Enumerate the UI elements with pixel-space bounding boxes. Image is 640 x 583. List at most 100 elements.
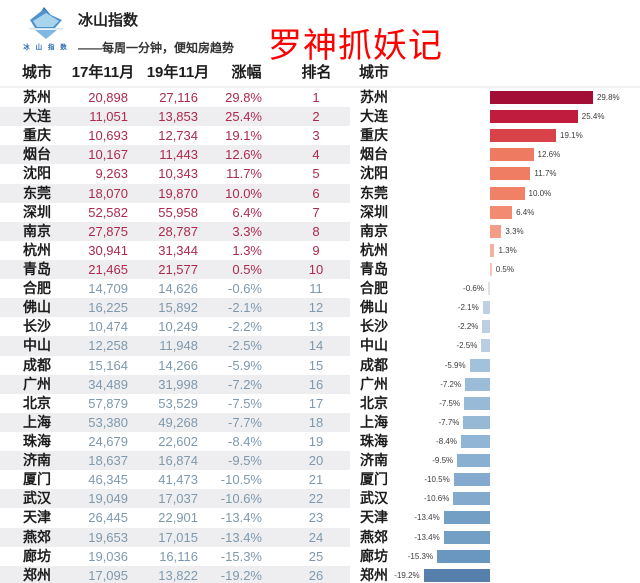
- change-bar-label: -8.4%: [436, 436, 457, 446]
- cell-rank: 24: [308, 529, 324, 545]
- change-bar: [453, 492, 490, 506]
- cell-rank: 10: [308, 261, 324, 277]
- page-header: 冰 山 指 数 冰山指数 ——每周一分钟，便知房趋势 罗神抓妖记: [0, 0, 640, 65]
- cell-value-2019: 13,822: [158, 567, 198, 583]
- cell-city: 天津: [23, 509, 51, 526]
- cell-city: 长沙: [23, 318, 51, 335]
- cell-change: 0.5%: [232, 261, 262, 277]
- cell-value-2019: 11,948: [159, 338, 198, 354]
- change-bar-label: 0.5%: [495, 264, 514, 274]
- change-bar: [490, 186, 525, 200]
- cell-rank: 25: [308, 548, 324, 564]
- cell-value-2019: 22,602: [158, 433, 198, 449]
- cell-city-chart: 合肥: [360, 280, 388, 297]
- cell-city-chart: 厦门: [360, 471, 388, 488]
- cell-value-2017: 10,693: [88, 128, 128, 144]
- cell-city: 南京: [23, 222, 51, 239]
- cell-value-2017: 20,898: [88, 90, 128, 105]
- table-header-row: 城市 17年11月 19年11月 涨幅 排名 城市: [0, 62, 640, 88]
- table-row: 大连 11,051 13,853 25.4% 2 大连 25.4%: [0, 107, 640, 127]
- cell-city: 沈阳: [23, 165, 51, 182]
- table-row: 烟台 10,167 11,443 12.6% 4 烟台 12.6%: [0, 145, 640, 165]
- cell-city: 济南: [23, 452, 51, 469]
- cell-value-2019: 28,787: [158, 223, 198, 239]
- cell-city: 厦门: [23, 471, 51, 488]
- cell-city: 合肥: [23, 280, 51, 297]
- cell-rank: 23: [308, 510, 324, 526]
- cell-city-chart: 南京: [360, 222, 388, 239]
- table-row: 武汉 19,049 17,037 -10.6% 22 武汉 -10.6%: [0, 489, 640, 509]
- cell-city-chart: 天津: [360, 509, 388, 526]
- cell-change: -9.5%: [228, 453, 262, 469]
- cell-city: 珠海: [23, 432, 51, 449]
- change-bar: [487, 282, 490, 296]
- cell-city-chart: 苏州: [360, 89, 388, 105]
- change-bar-label: 19.1%: [560, 131, 583, 141]
- cell-value-2019: 17,015: [158, 529, 198, 545]
- cell-city-chart: 济南: [360, 452, 388, 469]
- change-bar: [481, 339, 490, 353]
- cell-rank: 9: [312, 242, 320, 258]
- cell-value-2019: 14,626: [158, 281, 198, 297]
- table-row: 佛山 16,225 15,892 -2.1% 12 佛山 -2.1%: [0, 298, 640, 318]
- cell-rank: 22: [308, 491, 324, 507]
- iceberg-icon: [29, 7, 63, 39]
- cell-change: 19.1%: [225, 128, 262, 144]
- change-bar-label: -2.5%: [456, 341, 478, 351]
- cell-value-2017: 9,263: [95, 166, 128, 182]
- cell-value-2017: 19,653: [88, 529, 128, 545]
- cell-rank: 5: [312, 166, 320, 182]
- cell-rank: 17: [308, 395, 324, 411]
- cell-city: 烟台: [23, 146, 51, 163]
- change-bar: [490, 129, 556, 143]
- table-row: 北京 57,879 53,529 -7.5% 17 北京 -7.5%: [0, 394, 640, 413]
- cell-value-2017: 19,049: [88, 491, 128, 507]
- cell-value-2017: 57,879: [88, 395, 128, 411]
- column-header-city-chart: 城市: [358, 64, 389, 81]
- cell-city-chart: 武汉: [360, 490, 388, 507]
- cell-value-2017: 18,070: [88, 185, 128, 201]
- table-row: 厦门 46,345 41,473 -10.5% 21 厦门 -10.5%: [0, 470, 640, 489]
- change-bar: [490, 224, 502, 238]
- change-bar: [482, 301, 490, 315]
- cell-change: -19.2%: [220, 567, 262, 583]
- cell-city: 武汉: [23, 490, 51, 507]
- table-row: 珠海 24,679 22,602 -8.4% 19 珠海 -8.4%: [0, 432, 640, 451]
- change-bar-label: -2.1%: [457, 303, 479, 313]
- column-header-2019: 19年11月: [146, 64, 210, 81]
- change-bar-label: -13.4%: [414, 513, 440, 523]
- cell-change: -7.7%: [228, 414, 262, 430]
- cell-change: -10.6%: [220, 491, 262, 507]
- change-bar-label: -10.6%: [424, 494, 450, 504]
- cell-rank: 2: [312, 109, 320, 125]
- cell-change: 11.7%: [226, 166, 262, 182]
- table-row: 燕郊 19,653 17,015 -13.4% 24 燕郊 -13.4%: [0, 527, 640, 547]
- cell-city-chart: 燕郊: [360, 528, 388, 545]
- cell-city-chart: 佛山: [360, 299, 388, 316]
- table-row: 合肥 14,709 14,626 -0.6% 11 合肥 -0.6%: [0, 279, 640, 298]
- cell-value-2019: 15,892: [158, 300, 198, 316]
- change-bar-label: 25.4%: [581, 112, 605, 122]
- column-header-2017: 17年11月: [71, 64, 135, 81]
- cell-value-2017: 53,380: [88, 414, 128, 430]
- column-header-change: 涨幅: [231, 64, 262, 81]
- change-bar-label: -7.5%: [439, 398, 461, 408]
- cell-rank: 12: [308, 300, 324, 316]
- cell-rank: 7: [312, 204, 320, 220]
- cell-change: 12.6%: [225, 147, 262, 163]
- change-bar: [490, 148, 534, 162]
- table-row: 东莞 18,070 19,870 10.0% 6 东莞 10.0%: [0, 183, 640, 203]
- cell-change: 25.4%: [225, 109, 262, 125]
- cell-value-2019: 27,116: [159, 90, 198, 105]
- cell-rank: 26: [308, 567, 324, 583]
- cell-city-chart: 杭州: [360, 241, 388, 258]
- table-row: 南京 27,875 28,787 3.3% 8 南京 3.3%: [0, 221, 640, 241]
- change-bar-label: 29.8%: [596, 93, 620, 102]
- table-row: 广州 34,489 31,998 -7.2% 16 广州 -7.2%: [0, 374, 640, 394]
- cell-city-chart: 北京: [360, 394, 388, 411]
- cell-value-2019: 16,116: [159, 548, 198, 564]
- cell-value-2017: 16,225: [88, 300, 128, 316]
- table-row: 重庆 10,693 12,734 19.1% 3 重庆 19.1%: [0, 126, 640, 145]
- change-bar: [490, 91, 593, 104]
- cell-change: -7.2%: [228, 376, 262, 392]
